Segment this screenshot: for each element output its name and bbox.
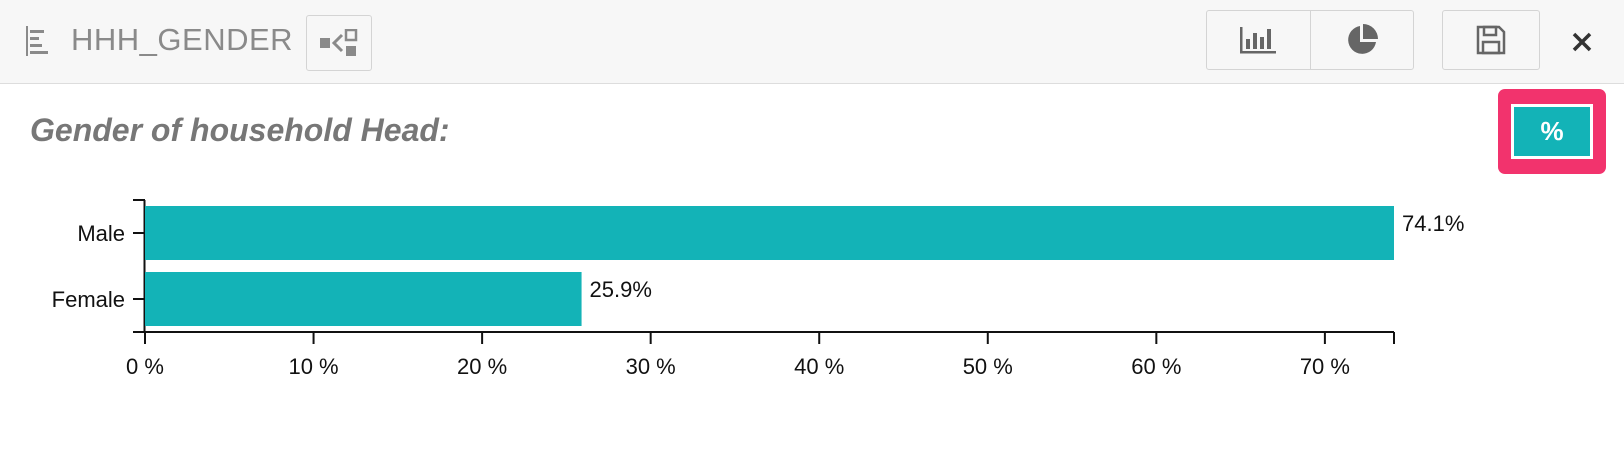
x-tick-label: 20 % xyxy=(457,354,507,379)
pie-chart-button[interactable] xyxy=(1309,11,1414,69)
bar-chart-button[interactable] xyxy=(1207,11,1310,69)
bar-chart: Male 74.1% Female 25.9% 0 % 10 % 20 % 30 % 40 % 5… xyxy=(52,199,1464,379)
x-tick-label: 40 % xyxy=(794,354,844,379)
bar-chart-icon xyxy=(1240,27,1277,54)
x-tick-label: 60 % xyxy=(1131,354,1181,379)
bar-male xyxy=(145,206,1394,260)
save-button[interactable] xyxy=(1442,10,1540,70)
close-button[interactable] xyxy=(1562,22,1602,62)
x-tick-label: 30 % xyxy=(626,354,676,379)
bar-value-label: 25.9% xyxy=(590,277,652,302)
percent-toggle-button[interactable]: % xyxy=(1511,104,1593,159)
x-tick-label: 0 % xyxy=(126,354,164,379)
question-title: Gender of household Head: xyxy=(30,112,450,148)
x-tick-label: 50 % xyxy=(963,354,1013,379)
bar-value-label: 74.1% xyxy=(1402,211,1464,236)
save-icon xyxy=(1476,25,1506,55)
pie-chart-icon xyxy=(1347,24,1378,54)
relations-button[interactable] xyxy=(306,15,372,71)
y-tick-label: Male xyxy=(77,221,125,246)
y-tick-label: Female xyxy=(52,287,125,312)
question-header: HHH_GENDER xyxy=(0,0,1624,84)
variable-name: HHH_GENDER xyxy=(71,22,294,57)
close-icon xyxy=(1572,32,1592,52)
x-tick-label: 70 % xyxy=(1300,354,1350,379)
chart-type-toggle xyxy=(1206,10,1414,70)
x-tick-label: 10 % xyxy=(288,354,338,379)
question-list-icon xyxy=(26,26,48,56)
relations-icon xyxy=(320,29,358,56)
bar-female xyxy=(145,272,582,326)
